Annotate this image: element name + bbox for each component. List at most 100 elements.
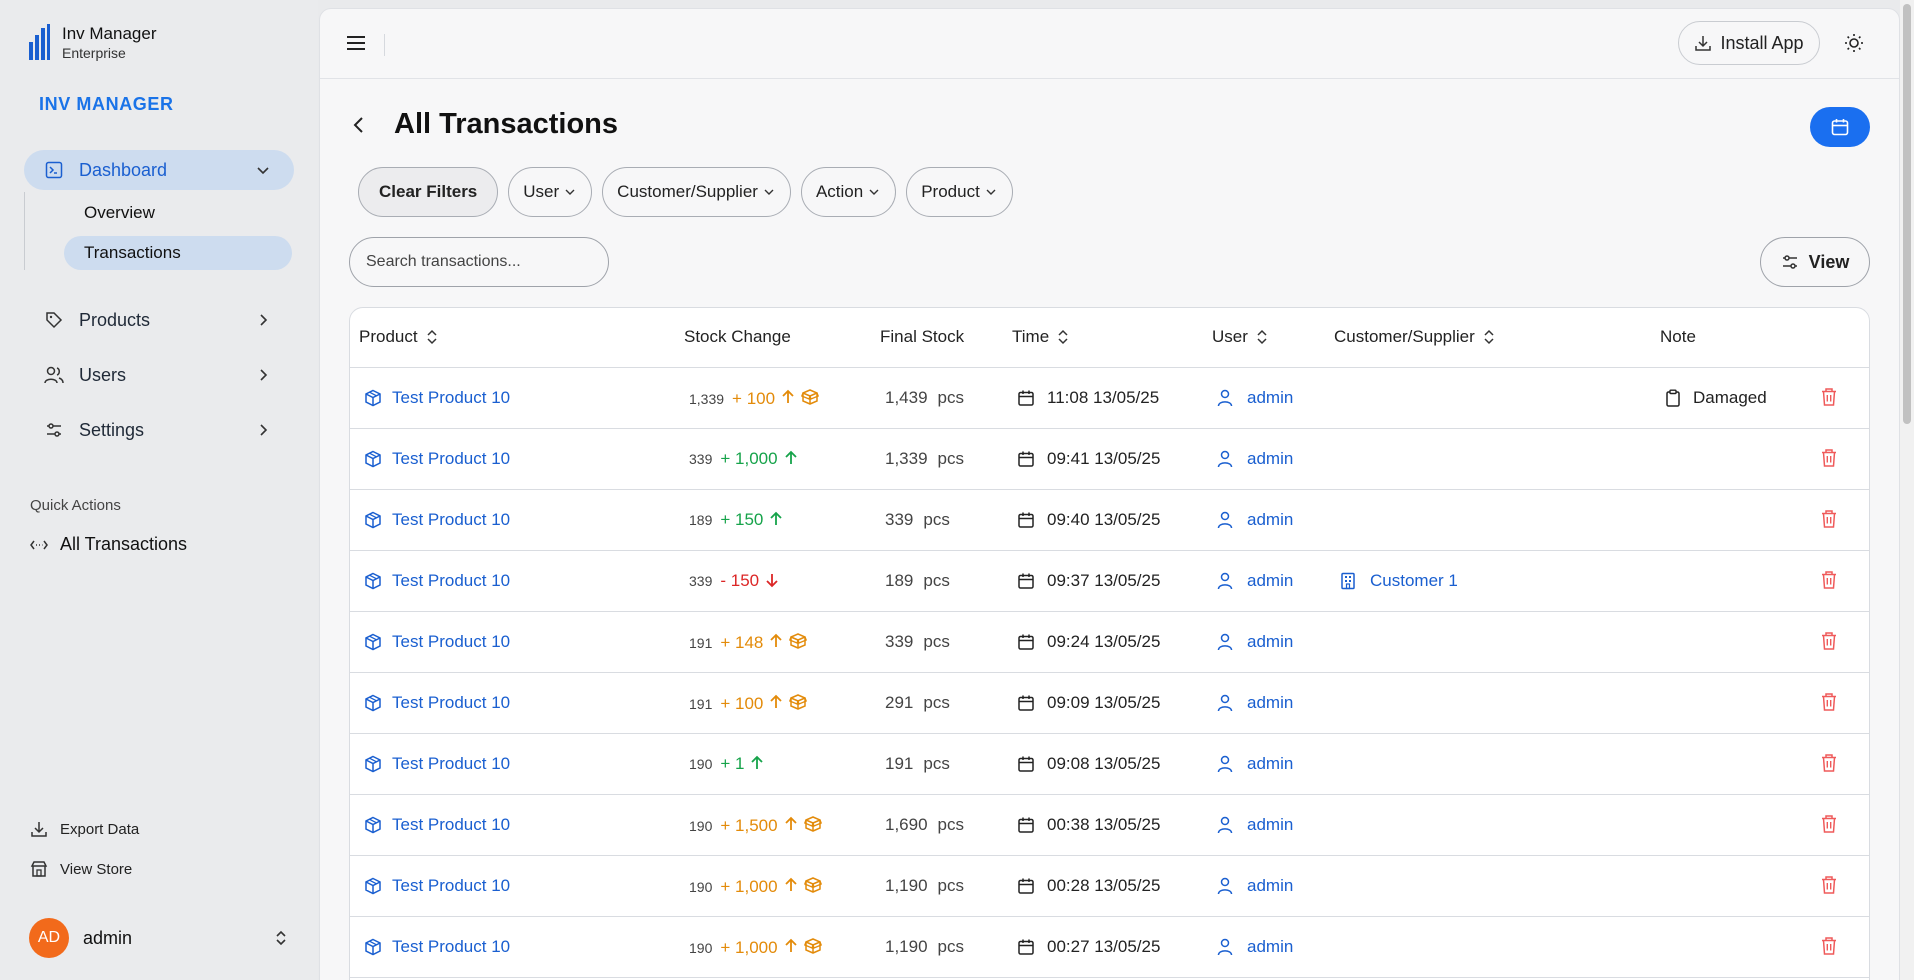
table-row[interactable]: Test Product 10 339 + 1,000 1,339 pcs 09…: [350, 429, 1869, 490]
table-row[interactable]: Test Product 10 190 + 1 191 pcs 09:08 13…: [350, 734, 1869, 795]
product-link[interactable]: Test Product 10: [364, 449, 510, 469]
sidebar-item-settings[interactable]: Settings: [24, 410, 294, 450]
sliders-icon: [1782, 255, 1797, 269]
table-row[interactable]: Test Product 10 339 - 150 189 pcs 09:37 …: [350, 551, 1869, 612]
time-value: 11:08 13/05/25: [1047, 388, 1160, 407]
sun-icon[interactable]: [1844, 33, 1864, 53]
user-link[interactable]: admin: [1217, 449, 1293, 469]
brand[interactable]: Inv Manager Enterprise: [28, 22, 157, 62]
stock-change: 191 + 148: [689, 632, 808, 653]
delete-button[interactable]: [1820, 448, 1838, 468]
back-arrow-icon[interactable]: [352, 115, 366, 135]
product-link[interactable]: Test Product 10: [364, 937, 510, 957]
search-input[interactable]: [349, 237, 609, 287]
arrow-up-icon: [750, 755, 764, 774]
table-row[interactable]: Test Product 10 191 + 148 339 pcs 09:24 …: [350, 612, 1869, 673]
table-row[interactable]: Test Product 10 1,339 + 100 1,439 pcs 11…: [350, 368, 1869, 429]
chevron-down-icon: [764, 189, 774, 195]
date-range-button[interactable]: [1810, 107, 1870, 147]
user-link[interactable]: admin: [1217, 754, 1293, 774]
arrow-up-icon: [769, 694, 783, 713]
product-link[interactable]: Test Product 10: [364, 632, 510, 652]
chevron-down-icon: [869, 189, 879, 195]
table-row[interactable]: Test Product 10 191 + 100 291 pcs 09:09 …: [350, 673, 1869, 734]
product-link[interactable]: Test Product 10: [364, 388, 510, 408]
column-header-customer-supplier[interactable]: Customer/Supplier: [1334, 327, 1495, 347]
delete-button[interactable]: [1820, 509, 1838, 529]
user-link[interactable]: admin: [1217, 937, 1293, 957]
user-icon: [1217, 755, 1233, 773]
user-icon: [1217, 389, 1233, 407]
delete-button[interactable]: [1820, 570, 1838, 590]
time-value: 09:41 13/05/25: [1047, 449, 1161, 468]
clipboard-icon: [1666, 389, 1680, 407]
product-link[interactable]: Test Product 10: [364, 571, 510, 591]
install-app-button[interactable]: Install App: [1678, 21, 1820, 65]
stock-delta: + 1,000: [720, 876, 778, 896]
sidebar-item-dashboard[interactable]: Dashboard: [24, 150, 294, 190]
menu-icon[interactable]: [346, 34, 366, 52]
calendar-icon: [1018, 390, 1034, 406]
sidebar-item-transactions[interactable]: Transactions: [64, 236, 292, 270]
package-icon: [365, 877, 381, 895]
stock-before: 339: [689, 451, 713, 467]
user-link[interactable]: admin: [1217, 571, 1293, 591]
package-icon: [365, 755, 381, 773]
product-link[interactable]: Test Product 10: [364, 510, 510, 530]
delete-button[interactable]: [1820, 753, 1838, 773]
user-link[interactable]: admin: [1217, 388, 1293, 408]
sidebar-item-label: Users: [79, 364, 127, 385]
delete-button[interactable]: [1820, 814, 1838, 834]
scrollbar-thumb[interactable]: [1903, 4, 1911, 424]
export-data-label: Export Data: [60, 820, 140, 838]
user-icon: [1217, 694, 1233, 712]
filter-action[interactable]: Action: [800, 167, 897, 217]
product-link[interactable]: Test Product 10: [364, 876, 510, 896]
filter-customer-supplier[interactable]: Customer/Supplier: [602, 167, 791, 217]
delete-button[interactable]: [1820, 387, 1838, 407]
package-icon: [365, 633, 381, 651]
page-scrollbar[interactable]: [1900, 0, 1914, 980]
user-link[interactable]: admin: [1217, 632, 1293, 652]
sidebar-item-products[interactable]: Products: [24, 300, 294, 340]
view-store-link[interactable]: View Store: [30, 860, 132, 878]
sidebar-item-overview[interactable]: Overview: [84, 203, 155, 222]
user-link[interactable]: admin: [1217, 815, 1293, 835]
table-row[interactable]: Test Product 10 189 + 150 339 pcs 09:40 …: [350, 490, 1869, 551]
export-data-link[interactable]: Export Data: [30, 820, 139, 838]
product-name: Test Product 10: [392, 754, 511, 773]
column-header-product[interactable]: Product: [359, 327, 438, 347]
delete-button[interactable]: [1820, 875, 1838, 895]
user-name: admin: [1247, 449, 1294, 468]
filter-product[interactable]: Product: [906, 167, 1013, 217]
table-row[interactable]: Test Product 10 190 + 1,000 1,190 pcs 00…: [350, 917, 1869, 978]
filter-label: Action: [815, 182, 864, 201]
final-stock: 1,439 pcs: [885, 388, 964, 408]
app-edition: Enterprise: [62, 44, 126, 61]
user-icon: [1217, 816, 1233, 834]
product-link[interactable]: Test Product 10: [364, 754, 510, 774]
delete-button[interactable]: [1820, 936, 1838, 956]
product-link[interactable]: Test Product 10: [364, 815, 510, 835]
user-link[interactable]: admin: [1217, 510, 1293, 530]
delete-button[interactable]: [1820, 631, 1838, 651]
table-row[interactable]: Test Product 10 190 + 1,000 1,190 pcs 00…: [350, 856, 1869, 917]
column-header-user[interactable]: User: [1212, 327, 1268, 347]
user-menu[interactable]: AD admin: [29, 918, 293, 958]
customer-link[interactable]: Customer 1: [1340, 571, 1458, 591]
table-row[interactable]: Test Product 10 190 + 1,500 1,690 pcs 00…: [350, 795, 1869, 856]
user-name: admin: [1247, 693, 1294, 712]
user-link[interactable]: admin: [1217, 876, 1293, 896]
filter-user[interactable]: User: [508, 167, 593, 217]
clear-filters-button[interactable]: Clear Filters: [358, 167, 499, 217]
arrow-up-icon: [784, 938, 798, 957]
user-link[interactable]: admin: [1217, 693, 1293, 713]
quick-action-all-transactions[interactable]: All Transactions: [30, 534, 187, 555]
delete-button[interactable]: [1820, 692, 1838, 712]
product-link[interactable]: Test Product 10: [364, 693, 510, 713]
sidebar-item-users[interactable]: Users: [24, 355, 294, 395]
view-options-button[interactable]: View: [1760, 237, 1870, 287]
calendar-icon: [1018, 878, 1034, 894]
time-value: 00:27 13/05/25: [1047, 937, 1161, 956]
column-header-time[interactable]: Time: [1012, 327, 1069, 347]
